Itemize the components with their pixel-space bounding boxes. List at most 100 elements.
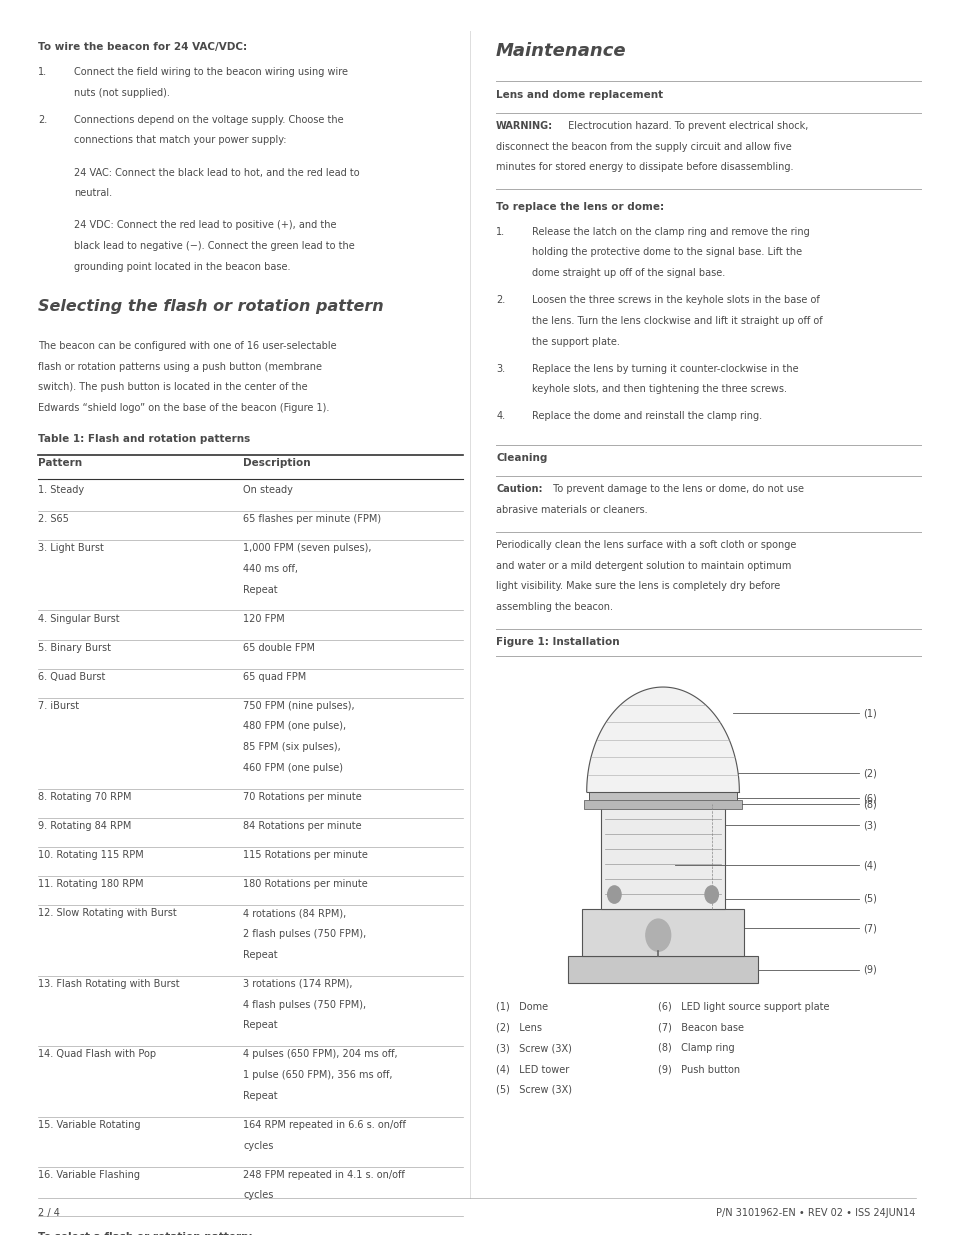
Text: 1.: 1.: [496, 227, 505, 237]
Text: Replace the lens by turning it counter-clockwise in the: Replace the lens by turning it counter-c…: [532, 363, 798, 373]
Text: 1 pulse (650 FPM), 356 ms off,: 1 pulse (650 FPM), 356 ms off,: [243, 1070, 393, 1081]
Text: 2 / 4: 2 / 4: [38, 1208, 60, 1218]
Text: Repeat: Repeat: [243, 1020, 277, 1030]
Text: 24 VDC: Connect the red lead to positive (+), and the: 24 VDC: Connect the red lead to positive…: [74, 220, 336, 231]
Text: Table 1: Flash and rotation patterns: Table 1: Flash and rotation patterns: [38, 435, 250, 445]
Text: holding the protective dome to the signal base. Lift the: holding the protective dome to the signa…: [532, 247, 801, 257]
Text: 65 double FPM: 65 double FPM: [243, 642, 314, 652]
Text: 4 rotations (84 RPM),: 4 rotations (84 RPM),: [243, 908, 346, 918]
Text: Caution:: Caution:: [496, 484, 542, 494]
Text: abrasive materials or cleaners.: abrasive materials or cleaners.: [496, 505, 647, 515]
Text: neutral.: neutral.: [74, 188, 112, 199]
Text: 1. Steady: 1. Steady: [38, 485, 84, 495]
Text: 248 FPM repeated in 4.1 s. on/off: 248 FPM repeated in 4.1 s. on/off: [243, 1170, 405, 1179]
Text: grounding point located in the beacon base.: grounding point located in the beacon ba…: [74, 262, 291, 272]
Text: Replace the dome and reinstall the clamp ring.: Replace the dome and reinstall the clamp…: [532, 411, 761, 421]
Text: 12. Slow Rotating with Burst: 12. Slow Rotating with Burst: [38, 908, 176, 918]
Text: 164 RPM repeated in 6.6 s. on/off: 164 RPM repeated in 6.6 s. on/off: [243, 1120, 406, 1130]
Text: cycles: cycles: [243, 1191, 274, 1200]
Text: minutes for stored energy to dissipate before disassembling.: minutes for stored energy to dissipate b…: [496, 162, 793, 173]
Text: light visibility. Make sure the lens is completely dry before: light visibility. Make sure the lens is …: [496, 582, 780, 592]
Text: P/N 3101962-EN • REV 02 • ISS 24JUN14: P/N 3101962-EN • REV 02 • ISS 24JUN14: [716, 1208, 915, 1218]
Text: WARNING:: WARNING:: [496, 121, 553, 131]
Text: 4 pulses (650 FPM), 204 ms off,: 4 pulses (650 FPM), 204 ms off,: [243, 1050, 397, 1060]
Text: Pattern: Pattern: [38, 458, 82, 468]
Text: On steady: On steady: [243, 485, 293, 495]
Text: 15. Variable Rotating: 15. Variable Rotating: [38, 1120, 140, 1130]
Text: 85 FPM (six pulses),: 85 FPM (six pulses),: [243, 742, 340, 752]
Text: 2 flash pulses (750 FPM),: 2 flash pulses (750 FPM),: [243, 929, 366, 939]
Text: 1,000 FPM (seven pulses),: 1,000 FPM (seven pulses),: [243, 543, 372, 553]
Text: Maintenance: Maintenance: [496, 42, 626, 61]
Text: Figure 1: Installation: Figure 1: Installation: [496, 637, 619, 647]
Text: 2.: 2.: [38, 115, 48, 125]
Text: (3): (3): [862, 820, 876, 830]
Text: 750 FPM (nine pulses),: 750 FPM (nine pulses),: [243, 700, 355, 710]
Text: keyhole slots, and then tightening the three screws.: keyhole slots, and then tightening the t…: [532, 384, 786, 394]
Circle shape: [645, 919, 670, 951]
Text: To prevent damage to the lens or dome, do not use: To prevent damage to the lens or dome, d…: [550, 484, 803, 494]
Text: (9): (9): [862, 965, 876, 974]
Text: the lens. Turn the lens clockwise and lift it straight up off of: the lens. Turn the lens clockwise and li…: [532, 316, 822, 326]
Text: Release the latch on the clamp ring and remove the ring: Release the latch on the clamp ring and …: [532, 227, 809, 237]
FancyBboxPatch shape: [567, 956, 758, 983]
Text: (1)   Dome: (1) Dome: [496, 1002, 548, 1011]
Text: (9)   Push button: (9) Push button: [658, 1065, 740, 1074]
Text: 4. Singular Burst: 4. Singular Burst: [38, 614, 120, 624]
Text: 65 quad FPM: 65 quad FPM: [243, 672, 306, 682]
Text: 4.: 4.: [496, 411, 505, 421]
Text: 8. Rotating 70 RPM: 8. Rotating 70 RPM: [38, 792, 132, 802]
Text: 1.: 1.: [38, 67, 48, 77]
Text: 70 Rotations per minute: 70 Rotations per minute: [243, 792, 361, 802]
Text: 180 Rotations per minute: 180 Rotations per minute: [243, 879, 368, 889]
Text: assembling the beacon.: assembling the beacon.: [496, 603, 613, 613]
Text: (6)   LED light source support plate: (6) LED light source support plate: [658, 1002, 829, 1011]
Text: switch). The push button is located in the center of the: switch). The push button is located in t…: [38, 383, 308, 393]
Text: 3. Light Burst: 3. Light Burst: [38, 543, 104, 553]
Text: 13. Flash Rotating with Burst: 13. Flash Rotating with Burst: [38, 979, 179, 989]
Polygon shape: [586, 687, 739, 792]
Text: 6. Quad Burst: 6. Quad Burst: [38, 672, 106, 682]
FancyBboxPatch shape: [583, 800, 741, 809]
Text: 65 flashes per minute (FPM): 65 flashes per minute (FPM): [243, 514, 381, 524]
Text: To replace the lens or dome:: To replace the lens or dome:: [496, 201, 663, 211]
Text: (1): (1): [862, 709, 876, 719]
Text: Electrocution hazard. To prevent electrical shock,: Electrocution hazard. To prevent electri…: [564, 121, 807, 131]
Text: (2): (2): [862, 768, 877, 778]
Text: Periodically clean the lens surface with a soft cloth or sponge: Periodically clean the lens surface with…: [496, 540, 796, 550]
Text: To select a flash or rotation pattern:: To select a flash or rotation pattern:: [38, 1231, 253, 1235]
Text: The beacon can be configured with one of 16 user-selectable: The beacon can be configured with one of…: [38, 341, 336, 351]
Text: and water or a mild detergent solution to maintain optimum: and water or a mild detergent solution t…: [496, 561, 791, 571]
Text: 10. Rotating 115 RPM: 10. Rotating 115 RPM: [38, 850, 144, 860]
Text: nuts (not supplied).: nuts (not supplied).: [74, 88, 170, 98]
Text: 3.: 3.: [496, 363, 505, 373]
Text: Loosen the three screws in the keyhole slots in the base of: Loosen the three screws in the keyhole s…: [532, 295, 820, 305]
Text: Repeat: Repeat: [243, 950, 277, 960]
Text: 2. S65: 2. S65: [38, 514, 69, 524]
Text: 3 rotations (174 RPM),: 3 rotations (174 RPM),: [243, 979, 353, 989]
Text: To wire the beacon for 24 VAC/VDC:: To wire the beacon for 24 VAC/VDC:: [38, 42, 247, 52]
Text: 460 FPM (one pulse): 460 FPM (one pulse): [243, 763, 343, 773]
Text: Repeat: Repeat: [243, 584, 277, 594]
Text: Description: Description: [243, 458, 311, 468]
Text: the support plate.: the support plate.: [532, 337, 619, 347]
FancyBboxPatch shape: [589, 792, 737, 804]
Text: flash or rotation patterns using a push button (membrane: flash or rotation patterns using a push …: [38, 362, 322, 372]
Text: 120 FPM: 120 FPM: [243, 614, 285, 624]
Text: (8)   Clamp ring: (8) Clamp ring: [658, 1044, 734, 1053]
Circle shape: [704, 885, 718, 903]
Text: (7)   Beacon base: (7) Beacon base: [658, 1023, 743, 1032]
Text: 11. Rotating 180 RPM: 11. Rotating 180 RPM: [38, 879, 144, 889]
Text: (3)   Screw (3X): (3) Screw (3X): [496, 1044, 572, 1053]
Text: (5): (5): [862, 894, 877, 904]
Text: Connect the field wiring to the beacon wiring using wire: Connect the field wiring to the beacon w…: [74, 67, 348, 77]
Text: 115 Rotations per minute: 115 Rotations per minute: [243, 850, 368, 860]
Text: 24 VAC: Connect the black lead to hot, and the red lead to: 24 VAC: Connect the black lead to hot, a…: [74, 168, 359, 178]
FancyBboxPatch shape: [600, 804, 724, 909]
FancyBboxPatch shape: [581, 909, 743, 956]
Text: 4 flash pulses (750 FPM),: 4 flash pulses (750 FPM),: [243, 999, 366, 1009]
Text: (4): (4): [862, 861, 876, 871]
Text: 16. Variable Flashing: 16. Variable Flashing: [38, 1170, 140, 1179]
Text: Lens and dome replacement: Lens and dome replacement: [496, 90, 662, 100]
Text: disconnect the beacon from the supply circuit and allow five: disconnect the beacon from the supply ci…: [496, 142, 791, 152]
